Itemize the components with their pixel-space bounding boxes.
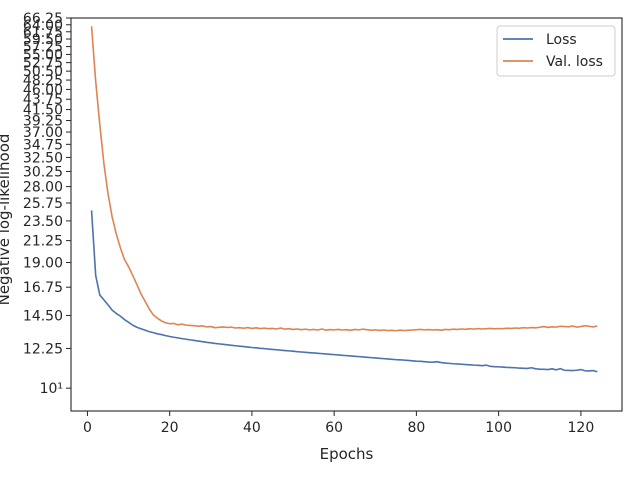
y-tick-label: 61.75 [23,25,63,41]
y-axis-label: Negative log-likelihood [0,134,13,306]
legend-label-1: Loss [546,32,577,48]
y-tick-label: 50.50 [23,64,63,80]
x-tick-label: 40 [243,420,261,436]
y-tick-label: 12.25 [23,341,63,357]
y-tick-label: 39.25 [23,113,63,129]
y-tick-label: 48.25 [23,73,63,89]
y-tick-label: 23.50 [23,214,63,230]
x-tick-label: 80 [407,420,425,436]
y-tick-label: 10¹ [40,381,63,397]
y-tick-label: 46.00 [23,82,63,98]
y-tick-label: 34.75 [23,137,63,153]
series-line-2 [90,26,598,332]
y-tick-label: 41.50 [23,103,63,119]
y-tick-label: 32.50 [23,150,63,166]
legend: Loss Val. loss [496,25,616,77]
y-tick-label: 43.75 [23,92,63,108]
x-tick-label: 60 [325,420,343,436]
x-tick-label: 0 [83,420,92,436]
y-tick-label: 59.50 [23,32,63,48]
x-tick-label: 20 [161,420,179,436]
series-line-1 [90,210,598,373]
x-axis: 0 20 40 60 80 100 120 [83,411,594,436]
legend-label-2: Val. loss [546,54,603,70]
y-tick-label: 52.75 [23,56,63,72]
y-tick-label: 30.25 [23,164,63,180]
y-tick-label: 57.25 [23,40,63,56]
y-tick-label: 19.00 [23,256,63,272]
y-tick-label: 37.00 [23,125,63,141]
y-tick-label: 55.00 [23,47,63,63]
y-tick-label: 64.00 [23,18,63,34]
y-tick-label: 16.75 [23,280,63,296]
y-tick-label: 28.00 [23,180,63,196]
y-tick-label: 66.25 [23,11,63,27]
y-tick-label: 21.25 [23,234,63,250]
plot-area [90,26,598,373]
x-tick-label: 120 [568,420,595,436]
y-tick-label: 14.50 [23,308,63,324]
x-axis-label: Epochs [320,445,374,463]
x-tick-label: 100 [485,420,512,436]
y-tick-label: 25.75 [23,196,63,212]
plot-frame [70,17,623,412]
y-axis: 10¹ 12.25 14.50 16.75 19.00 21.25 23.50 25.7528… [23,11,71,397]
